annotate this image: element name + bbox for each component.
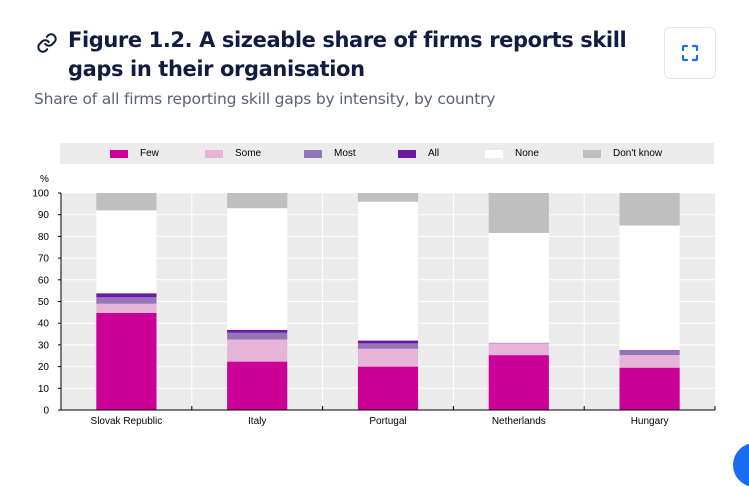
bar-segment-don-t-know [488, 193, 549, 233]
x-tick-label: Italy [248, 416, 266, 427]
bar-stack-slovak-republic [96, 193, 157, 410]
bar-segment-don-t-know [96, 193, 157, 211]
legend-item-few: Few [110, 143, 159, 164]
bar-segment-some [488, 343, 549, 356]
bar-segment-some [357, 348, 419, 367]
figure-subtitle: Share of all firms reporting skill gaps … [34, 90, 496, 108]
bar-segment-most [227, 332, 288, 340]
legend-item-none: None [485, 143, 539, 164]
bar-stack-hungary [619, 193, 680, 410]
legend-item-all: All [398, 143, 439, 164]
chart: Few Some Most All None Don't know % Slov… [0, 135, 749, 435]
plot-area: % Slovak Republic Italy Portugal Netherland… [32, 174, 716, 427]
link-icon[interactable] [36, 32, 58, 54]
floating-action-button[interactable] [733, 443, 749, 487]
bar-segment-few [488, 355, 549, 410]
legend-label-none: None [515, 148, 539, 159]
legend-label-few: Few [140, 148, 159, 159]
legend-label-dont-know: Don't know [613, 148, 663, 159]
bar-stack-netherlands [488, 193, 549, 410]
legend-swatch-some [205, 149, 223, 158]
legend-swatch-none [485, 149, 503, 158]
y-tick-label: 10 [38, 384, 50, 395]
bar-segment-some [96, 303, 157, 314]
bar-segment-few [357, 366, 419, 410]
y-axis-unit-label: % [40, 174, 49, 185]
y-tick-label: 50 [38, 297, 50, 308]
x-tick-label: Portugal [369, 416, 406, 427]
bar-segment-none [619, 225, 680, 351]
y-tick-label: 90 [38, 210, 50, 221]
legend-swatch-few [110, 149, 128, 158]
bar-stack-italy [227, 193, 288, 410]
y-tick-label: 0 [43, 406, 49, 417]
bar-segment-all [227, 329, 288, 333]
bar-segment-few [227, 361, 288, 410]
bar-segment-most [357, 343, 419, 349]
expand-button[interactable] [664, 27, 716, 79]
legend-label-some: Some [235, 148, 262, 159]
y-tick-label: 30 [38, 340, 50, 351]
bar-segment-don-t-know [619, 193, 680, 226]
y-tick-label: 100 [32, 189, 49, 200]
legend-swatch-all [398, 149, 416, 158]
x-tick-label: Hungary [631, 416, 669, 427]
legend-item-most: Most [304, 143, 356, 164]
bar-segment-none [488, 232, 549, 343]
bar-stack-portugal [357, 193, 419, 410]
bar-segment-most [488, 342, 549, 344]
legend-item-dont-know: Don't know [583, 143, 662, 164]
legend-label-all: All [428, 148, 440, 159]
y-tick-label: 40 [38, 319, 50, 330]
bar-segment-few [619, 367, 680, 410]
bar-segment-few [96, 313, 157, 410]
legend-swatch-dont-know [583, 149, 601, 158]
bar-segment-some [227, 339, 288, 362]
bar-segment-all [619, 350, 680, 351]
bar-segment-don-t-know [357, 193, 419, 202]
figure-title: Figure 1.2. A sizeable share of firms re… [68, 28, 627, 81]
y-tick-label: 20 [38, 362, 50, 373]
x-tick-label: Slovak Republic [91, 416, 163, 427]
y-tick-label: 60 [38, 275, 50, 286]
legend-item-some: Some [205, 143, 261, 164]
bar-segment-none [227, 208, 288, 330]
legend-label-most: Most [334, 148, 356, 159]
bar-segment-all [96, 293, 157, 298]
bar-segment-most [96, 297, 157, 304]
bar-segment-none [96, 210, 157, 294]
bar-segment-all [357, 340, 419, 344]
figure-header: Figure 1.2. A sizeable share of firms re… [36, 26, 646, 84]
legend-swatch-most [304, 149, 322, 158]
bar-segment-don-t-know [227, 193, 288, 209]
bar-segment-most [619, 350, 680, 356]
expand-icon [681, 44, 699, 62]
bar-segment-some [619, 355, 680, 368]
chart-legend: Few Some Most All None Don't know [60, 143, 714, 164]
y-tick-label: 70 [38, 254, 50, 265]
bar-segment-none [357, 201, 419, 341]
y-tick-label: 80 [38, 232, 50, 243]
x-tick-label: Netherlands [492, 416, 546, 427]
